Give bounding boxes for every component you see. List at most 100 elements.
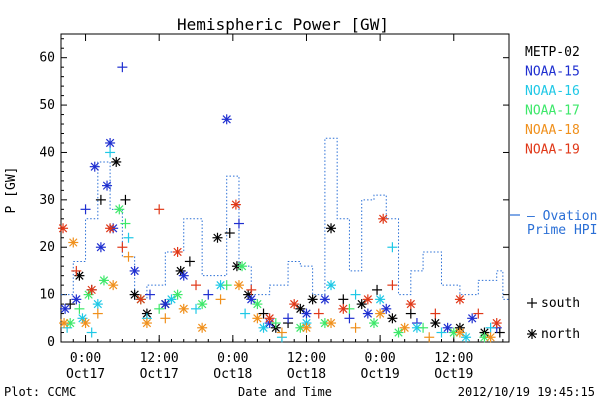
marker-stroke <box>296 304 305 314</box>
south-point <box>405 308 416 319</box>
plot-frame <box>60 33 510 343</box>
marker-stroke <box>394 328 403 337</box>
north-point <box>178 303 189 314</box>
marker-stroke <box>142 318 152 328</box>
marker-stroke <box>363 309 373 318</box>
marker-stroke <box>375 295 385 304</box>
x-tick-label: 0:00 <box>217 351 248 366</box>
marker-stroke <box>388 314 397 323</box>
south-point <box>283 313 294 324</box>
y-tick-label: 50 <box>39 98 55 113</box>
north-point <box>295 303 306 314</box>
north-point <box>454 294 465 305</box>
marker-stroke <box>173 290 182 299</box>
y-tick-label: 20 <box>39 240 55 255</box>
x-tick-label: 12:00 <box>140 351 179 366</box>
legend-entry: NOAA-15 <box>525 65 580 80</box>
marker-stroke <box>375 309 385 318</box>
chart-title: Hemispheric Power [GW] <box>177 15 389 34</box>
south-point <box>240 308 251 319</box>
marker-stroke <box>406 299 415 309</box>
marker-stroke <box>400 323 409 332</box>
south-point <box>473 308 484 319</box>
marker-stroke <box>320 318 330 328</box>
north-point <box>375 308 386 319</box>
south-point <box>86 327 97 338</box>
plot-area <box>60 33 510 343</box>
x-axis: 0:00Oct1712:00Oct170:00Oct1812:00Oct180:… <box>60 34 504 382</box>
marker-stroke <box>357 299 366 309</box>
north-point <box>467 313 478 324</box>
north-point <box>92 299 103 310</box>
south-point <box>350 322 361 333</box>
north-point <box>301 322 312 333</box>
north-point <box>237 261 248 272</box>
marker-stroke <box>302 309 311 318</box>
north-point <box>172 289 183 300</box>
marker-stroke <box>93 299 102 309</box>
south-point <box>387 280 398 291</box>
north-point <box>442 322 453 333</box>
marker-stroke <box>326 224 336 233</box>
series-noaa-15 <box>60 62 502 333</box>
north-point <box>393 327 404 338</box>
marker-stroke <box>527 329 537 339</box>
north-point <box>59 318 70 329</box>
north-point <box>258 322 269 333</box>
marker-stroke <box>461 333 471 342</box>
marker-stroke <box>412 323 422 332</box>
north-point <box>387 313 398 324</box>
x-tick-label: 0:00 <box>364 351 395 366</box>
north-point <box>368 318 379 329</box>
marker-stroke <box>253 299 262 309</box>
marker-stroke <box>431 318 440 328</box>
south-point <box>246 284 257 295</box>
x-tick-date-label: Oct17 <box>66 367 105 382</box>
marker-stroke <box>234 280 244 290</box>
series-metp-02 <box>65 156 505 338</box>
x-axis-label: Date and Time <box>238 385 332 399</box>
marker-stroke <box>265 314 274 323</box>
south-point <box>117 62 128 73</box>
south-point <box>485 322 496 333</box>
north-point <box>141 318 152 329</box>
south-point <box>92 308 103 319</box>
north-point <box>289 299 300 310</box>
marker-stroke <box>379 214 388 223</box>
south-point <box>191 280 202 291</box>
south-point <box>387 242 398 253</box>
south-point <box>221 280 232 291</box>
marker-stroke <box>326 280 336 290</box>
marker-stroke <box>167 295 176 304</box>
y-axis-label: P [GW] <box>4 167 19 214</box>
marker-stroke <box>58 224 68 233</box>
x-tick-label: 0:00 <box>70 351 101 366</box>
marker-layer <box>58 62 505 343</box>
marker-stroke <box>468 314 477 323</box>
north-point <box>68 237 79 248</box>
south-point <box>258 308 269 319</box>
marker-stroke <box>96 243 106 252</box>
marker-stroke <box>87 285 96 295</box>
north-point <box>197 299 208 310</box>
x-tick-date-label: Oct18 <box>213 367 252 382</box>
y-tick-label: 60 <box>39 51 55 66</box>
south-point <box>123 251 134 262</box>
legend-entry: NOAA-18 <box>525 123 580 138</box>
north-point <box>178 270 189 281</box>
south-point <box>203 289 214 300</box>
south-point <box>418 322 429 333</box>
north-point <box>485 332 496 343</box>
marker-stroke <box>59 318 69 328</box>
marker-stroke <box>130 266 139 276</box>
north-point <box>362 294 373 305</box>
marker-stroke <box>105 138 115 148</box>
marker-stroke <box>105 224 115 233</box>
north-point <box>108 280 119 291</box>
x-tick-label: 12:00 <box>287 351 326 366</box>
south-point <box>372 284 383 295</box>
marker-stroke <box>443 323 452 332</box>
south-point <box>215 294 226 305</box>
north-point <box>362 308 373 319</box>
